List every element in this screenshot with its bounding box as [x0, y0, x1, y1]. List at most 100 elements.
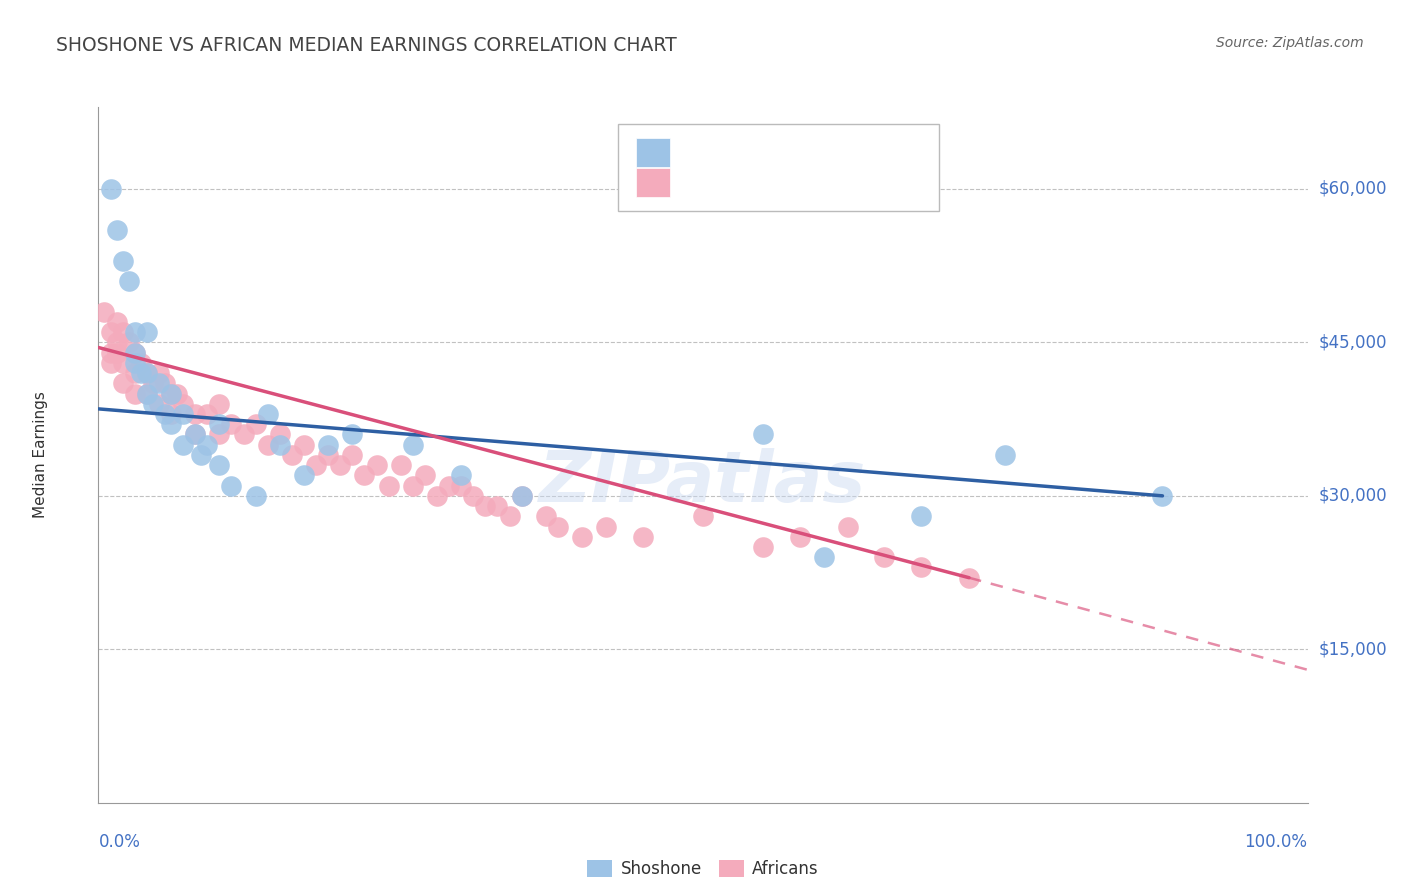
- Text: 100.0%: 100.0%: [1244, 833, 1308, 851]
- Point: [148, 366, 170, 380]
- Point: [1152, 489, 1174, 503]
- Text: ZIPatlas: ZIPatlas: [540, 449, 866, 517]
- Point: [269, 438, 291, 452]
- Point: [195, 438, 218, 452]
- Point: [450, 468, 472, 483]
- Point: [135, 386, 157, 401]
- Point: [342, 427, 364, 442]
- Point: [316, 448, 339, 462]
- Point: [124, 386, 146, 401]
- Point: [195, 407, 218, 421]
- Point: [534, 509, 557, 524]
- Point: [100, 182, 122, 196]
- Text: 0.0%: 0.0%: [98, 833, 141, 851]
- Point: [184, 407, 207, 421]
- Point: [124, 366, 146, 380]
- Point: [148, 376, 170, 391]
- Point: [118, 335, 141, 350]
- Point: [498, 509, 520, 524]
- FancyBboxPatch shape: [637, 137, 671, 167]
- Point: [402, 478, 425, 492]
- Text: R = -0.386: R = -0.386: [685, 174, 775, 192]
- Point: [135, 366, 157, 380]
- Point: [245, 489, 267, 503]
- Point: [142, 376, 165, 391]
- Point: [232, 427, 254, 442]
- Point: [153, 407, 176, 421]
- Text: Median Earnings: Median Earnings: [32, 392, 48, 518]
- Point: [752, 540, 775, 554]
- Point: [450, 478, 472, 492]
- Point: [100, 356, 122, 370]
- Point: [100, 345, 122, 359]
- Point: [184, 427, 207, 442]
- Point: [208, 397, 231, 411]
- Point: [100, 325, 122, 339]
- Point: [305, 458, 328, 472]
- Point: [124, 345, 146, 359]
- Point: [124, 345, 146, 359]
- Point: [256, 438, 278, 452]
- Point: [256, 407, 278, 421]
- Point: [111, 325, 134, 339]
- Point: [292, 468, 315, 483]
- Point: [910, 509, 932, 524]
- Point: [353, 468, 375, 483]
- Point: [184, 427, 207, 442]
- Point: [402, 438, 425, 452]
- FancyBboxPatch shape: [619, 124, 939, 211]
- Point: [93, 304, 115, 318]
- Point: [292, 438, 315, 452]
- Point: [547, 519, 569, 533]
- Point: [105, 345, 128, 359]
- Text: $60,000: $60,000: [1319, 180, 1388, 198]
- Point: [789, 530, 811, 544]
- Point: [111, 253, 134, 268]
- Point: [153, 376, 176, 391]
- Point: [208, 427, 231, 442]
- Point: [135, 386, 157, 401]
- Point: [105, 223, 128, 237]
- Point: [172, 397, 194, 411]
- Point: [957, 571, 980, 585]
- Legend: Shoshone, Africans: Shoshone, Africans: [581, 854, 825, 885]
- Point: [342, 448, 364, 462]
- Point: [437, 478, 460, 492]
- Point: [124, 356, 146, 370]
- Point: [118, 274, 141, 288]
- Text: $45,000: $45,000: [1319, 334, 1388, 351]
- Point: [160, 386, 183, 401]
- Point: [105, 315, 128, 329]
- Text: SHOSHONE VS AFRICAN MEDIAN EARNINGS CORRELATION CHART: SHOSHONE VS AFRICAN MEDIAN EARNINGS CORR…: [56, 36, 678, 54]
- Point: [221, 417, 243, 432]
- Point: [172, 438, 194, 452]
- Point: [377, 478, 399, 492]
- Text: $30,000: $30,000: [1319, 487, 1388, 505]
- Point: [269, 427, 291, 442]
- Point: [160, 417, 183, 432]
- Text: Source: ZipAtlas.com: Source: ZipAtlas.com: [1216, 36, 1364, 50]
- Text: N = 38: N = 38: [818, 144, 880, 161]
- Point: [692, 509, 714, 524]
- Point: [160, 407, 183, 421]
- Point: [752, 427, 775, 442]
- Point: [510, 489, 533, 503]
- Point: [245, 417, 267, 432]
- Point: [873, 550, 896, 565]
- Point: [129, 356, 152, 370]
- Point: [426, 489, 449, 503]
- Text: R = -0.218: R = -0.218: [685, 144, 775, 161]
- Point: [148, 397, 170, 411]
- Point: [837, 519, 859, 533]
- Point: [910, 560, 932, 574]
- Point: [595, 519, 617, 533]
- Point: [142, 397, 165, 411]
- Point: [366, 458, 388, 472]
- Point: [631, 530, 654, 544]
- Point: [813, 550, 835, 565]
- Point: [329, 458, 352, 472]
- Point: [105, 335, 128, 350]
- Point: [166, 386, 188, 401]
- Point: [510, 489, 533, 503]
- Point: [190, 448, 212, 462]
